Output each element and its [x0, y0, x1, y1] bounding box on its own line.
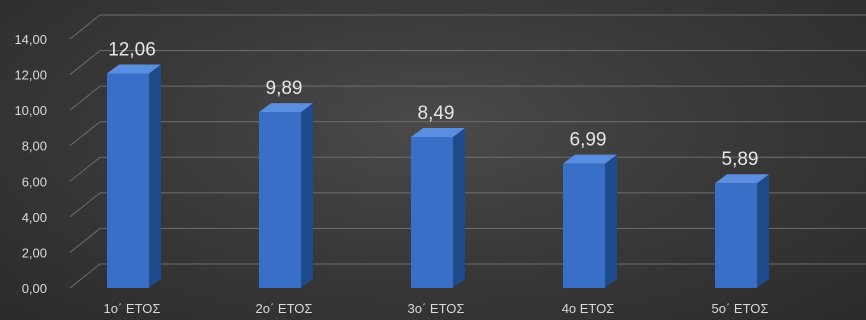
bar-top: [259, 103, 313, 113]
bar: [259, 112, 301, 288]
x-tick-label: 1ο΄ ΕΤΟΣ: [104, 301, 161, 316]
bar-top: [563, 154, 617, 164]
y-tick-label: 10,00: [14, 103, 47, 118]
y-tick-label: 8,00: [22, 139, 47, 154]
bar: [563, 163, 605, 288]
data-label: 9,89: [266, 78, 303, 99]
gridline: [69, 85, 866, 111]
y-tick-label: 0,00: [22, 281, 47, 296]
bar-side: [149, 64, 161, 288]
bar-side: [605, 154, 617, 288]
gridline: [69, 14, 866, 40]
data-label: 5,89: [722, 149, 759, 170]
data-label: 6,99: [570, 130, 607, 151]
x-tick-label: 2ο΄ ΕΤΟΣ: [256, 301, 313, 316]
bar: [107, 73, 149, 288]
x-tick-label: 3ο΄ ΕΤΟΣ: [408, 301, 465, 316]
y-tick-label: 2,00: [22, 245, 47, 260]
gridline: [69, 121, 866, 147]
bar: [411, 136, 453, 288]
bar-side: [301, 103, 313, 288]
data-label: 12,06: [108, 40, 156, 61]
bar-side: [757, 174, 769, 288]
y-tick-label: 14,00: [14, 32, 47, 47]
y-tick-label: 12,00: [14, 68, 47, 83]
bar-side: [453, 127, 465, 288]
x-tick-label: 4ο ΕΤΟΣ: [562, 301, 615, 316]
gridline: [69, 50, 866, 75]
data-label: 8,49: [418, 103, 455, 124]
bar-top: [411, 127, 465, 137]
bar: [715, 183, 757, 288]
bar-top: [107, 64, 161, 74]
bar-top: [715, 174, 769, 184]
x-tick-label: 5ο΄ ΕΤΟΣ: [712, 301, 769, 316]
y-tick-label: 6,00: [22, 174, 47, 189]
y-tick-label: 4,00: [22, 210, 47, 225]
